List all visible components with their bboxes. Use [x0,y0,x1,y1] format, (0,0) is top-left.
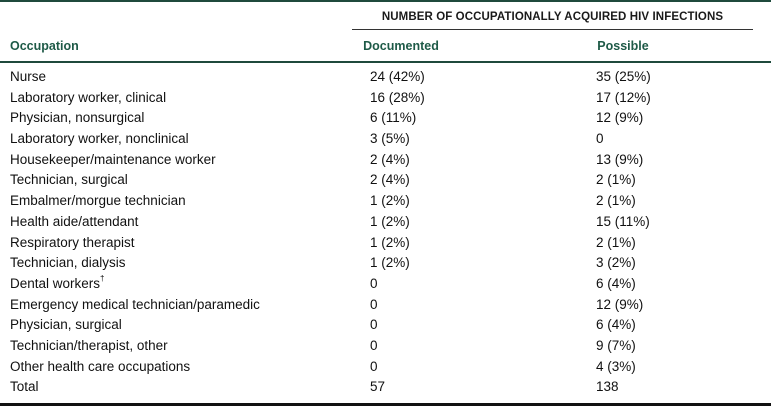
documented-cell: 6 (11%) [370,110,417,126]
table-row: Other health care occupations 0 4 (3%) [0,357,771,378]
column-header-possible: Possible [597,39,649,53]
occupation-cell: Total [10,379,39,395]
documented-cell: 0 [370,275,378,291]
documented-cell: 1 (2%) [370,255,410,271]
documented-cell: 24 (42%) [370,69,425,84]
group-header: NUMBER OF OCCUPATIONALLY ACQUIRED HIV IN… [381,11,724,23]
occupation-cell: Physician, surgical [10,317,122,333]
documented-cell: 3 (5%) [370,131,410,147]
column-header-occupation: Occupation [10,39,79,53]
table-row: Emergency medical technician/paramedic 0 1… [0,295,771,316]
table-row: Technician, surgical 2 (4%) 2 (1%) [0,170,771,191]
documented-cell: 0 [370,296,378,312]
documented-cell: 1 (2%) [370,213,410,229]
possible-cell: 35 (25%) [596,69,651,84]
documented-cell: 2 (4%) [370,172,410,188]
documented-cell: 1 (2%) [370,234,410,250]
top-rule [0,0,771,2]
occupation-cell: Laboratory worker, nonclinical [10,131,189,147]
table-body: Nurse 24 (42%) 35 (25%) Laboratory worker,… [0,67,771,398]
documented-cell: 16 (28%) [370,89,425,105]
bottom-rule [0,403,771,406]
possible-cell: 17 (12%) [596,89,651,105]
possible-cell: 6 (4%) [596,275,636,291]
table-row: Embalmer/morgue technician 1 (2%) 2 (1%) [0,191,771,212]
occupation-cell: Housekeeper/maintenance worker [10,151,216,167]
table-row: Laboratory worker, nonclinical 3 (5%) 0 [0,129,771,150]
documented-cell: 0 [370,358,378,374]
group-header-rule [352,29,753,30]
occupation-cell: Technician, surgical [10,172,128,188]
possible-cell: 9 (7%) [596,337,636,353]
table-row: Housekeeper/maintenance worker 2 (4%) 13 (… [0,150,771,171]
occupation-cell: Physician, nonsurgical [10,110,145,126]
occupation-cell: Health aide/attendant [10,213,139,229]
occupation-cell: Dental workers† [10,273,105,291]
table-row: Physician, surgical 0 6 (4%) [0,315,771,336]
occupation-cell: Technician/therapist, other [10,337,168,353]
possible-cell: 2 (1%) [596,172,636,188]
documented-cell: 57 [370,379,386,395]
possible-cell: 2 (1%) [596,193,636,209]
possible-cell: 138 [596,379,619,395]
occupation-cell: Technician, dialysis [10,255,126,271]
header-rule [0,61,771,63]
occupation-cell: Other health care occupations [10,358,191,374]
documented-cell: 1 (2%) [370,193,410,209]
possible-cell: 15 (11%) [596,213,650,229]
possible-cell: 12 (9%) [596,110,644,126]
occupation-cell: Emergency medical technician/paramedic [10,296,260,312]
table-row: Technician/therapist, other 0 9 (7%) [0,336,771,357]
possible-cell: 3 (2%) [596,255,636,271]
occupation-cell: Embalmer/morgue technician [10,193,186,209]
possible-cell: 12 (9%) [596,296,644,312]
possible-cell: 2 (1%) [596,234,636,250]
possible-cell: 6 (4%) [596,317,636,333]
occupation-cell: Nurse [10,69,47,84]
table-row: Laboratory worker, clinical 16 (28%) 17 (1… [0,88,771,109]
possible-cell: 4 (3%) [596,358,636,374]
documented-cell: 2 (4%) [370,151,410,167]
column-header-documented: Documented [363,39,439,53]
documented-cell: 0 [370,317,378,333]
table-row: Nurse 24 (42%) 35 (25%) [0,67,771,88]
occupation-cell: Respiratory therapist [10,234,135,250]
possible-cell: 0 [596,131,604,147]
possible-cell: 13 (9%) [596,151,644,167]
table-row: Physician, nonsurgical 6 (11%) 12 (9%) [0,108,771,129]
dagger-footnote-mark: † [100,273,105,283]
occupation-cell: Laboratory worker, clinical [10,89,167,105]
table-row: Technician, dialysis 1 (2%) 3 (2%) [0,253,771,274]
table-row: Health aide/attendant 1 (2%) 15 (11%) [0,212,771,233]
table-row: Dental workers† 0 6 (4%) [0,274,771,295]
documented-cell: 0 [370,337,378,353]
table-row: Respiratory therapist 1 (2%) 2 (1%) [0,233,771,254]
table-row-total: Total 57 138 [0,377,771,398]
